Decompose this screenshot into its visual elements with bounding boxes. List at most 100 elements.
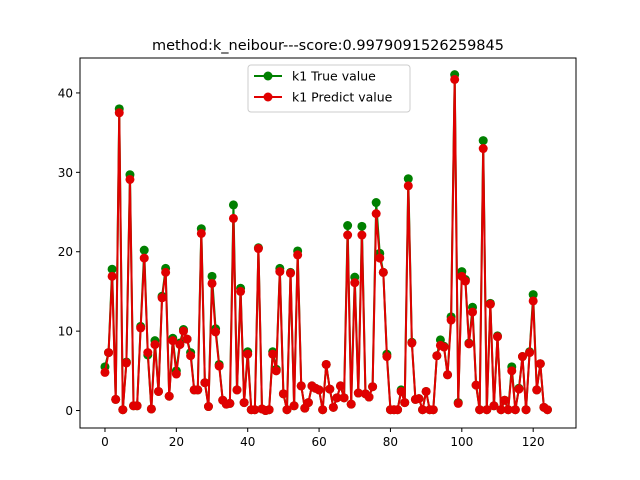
- data-point: [496, 405, 506, 415]
- data-point: [343, 221, 353, 231]
- x-axis: 0 20 40 60 80 100 120: [101, 428, 545, 449]
- data-point: [482, 405, 492, 415]
- data-point: [375, 253, 385, 263]
- data-point: [353, 388, 363, 398]
- plot-area: [100, 70, 552, 416]
- data-point: [239, 398, 249, 408]
- data-point: [104, 348, 114, 358]
- data-point: [275, 267, 285, 277]
- data-point: [528, 290, 538, 300]
- data-point: [403, 181, 413, 191]
- data-point: [542, 405, 552, 415]
- axes-frame: [79, 57, 577, 429]
- data-point: [378, 267, 388, 277]
- data-point: [314, 385, 324, 395]
- data-point: [514, 384, 524, 394]
- data-point: [175, 340, 185, 350]
- data-point: [278, 389, 288, 399]
- data-point: [446, 315, 456, 325]
- data-point: [532, 385, 542, 395]
- data-point: [232, 385, 242, 395]
- data-point: [107, 264, 117, 274]
- data-point: [303, 398, 313, 408]
- data-point: [139, 253, 149, 263]
- data-point: [460, 276, 470, 286]
- x-tick-label: 60: [311, 435, 326, 449]
- data-point: [182, 334, 192, 344]
- y-tick-label: 10: [58, 325, 73, 339]
- legend-marker-predict: [263, 92, 273, 102]
- data-point: [400, 398, 410, 408]
- data-point: [475, 405, 485, 415]
- data-point: [161, 267, 171, 277]
- data-point: [207, 271, 217, 281]
- data-point: [157, 293, 167, 303]
- data-point: [168, 336, 178, 346]
- data-point: [193, 385, 203, 395]
- data-point: [171, 369, 181, 379]
- data-point: [271, 366, 281, 376]
- data-point: [107, 271, 117, 281]
- y-tick-label: 20: [58, 245, 73, 259]
- data-point: [443, 370, 453, 380]
- data-point: [493, 332, 502, 342]
- data-point: [357, 221, 367, 231]
- data-point: [407, 338, 417, 348]
- legend-box: [247, 64, 411, 113]
- data-point: [364, 392, 374, 402]
- x-tick-label: 20: [169, 435, 184, 449]
- data-point: [517, 352, 527, 362]
- data-point: [186, 351, 196, 361]
- data-point: [164, 391, 174, 401]
- data-point: [236, 286, 246, 296]
- data-point: [207, 278, 217, 288]
- x-tick-label: 0: [101, 435, 109, 449]
- data-point: [339, 393, 349, 403]
- data-point: [111, 394, 121, 404]
- data-point: [525, 348, 535, 358]
- data-point: [243, 349, 253, 359]
- data-point: [343, 230, 353, 240]
- data-point: [296, 381, 306, 391]
- data-point: [203, 402, 213, 412]
- y-tick-label: 30: [58, 166, 73, 180]
- chart-title: method:k_neibour---score:0.9979091526259…: [152, 38, 504, 54]
- data-point: [468, 307, 478, 317]
- data-point: [225, 398, 235, 408]
- data-point: [125, 174, 135, 184]
- data-point: [439, 342, 449, 352]
- y-axis: 0 10 20 30 40: [58, 86, 80, 418]
- data-point: [289, 401, 299, 411]
- data-point: [325, 384, 335, 394]
- data-point: [268, 349, 278, 359]
- data-point: [150, 340, 160, 350]
- data-point: [371, 198, 381, 208]
- data-point: [228, 200, 238, 210]
- y-tick-label: 0: [65, 404, 73, 418]
- data-point: [500, 395, 510, 405]
- data-point: [368, 382, 378, 392]
- data-point: [253, 244, 263, 254]
- data-point: [114, 108, 124, 118]
- data-point: [136, 323, 146, 333]
- data-point: [357, 230, 367, 240]
- data-point: [535, 359, 545, 369]
- data-point: [450, 74, 460, 84]
- data-point: [393, 405, 403, 415]
- y-tick-label: 40: [58, 86, 73, 100]
- data-point: [471, 380, 481, 390]
- data-point: [507, 366, 517, 376]
- data-point: [503, 405, 513, 415]
- data-point: [382, 352, 392, 362]
- data-point: [143, 348, 153, 358]
- x-tick-label: 80: [383, 435, 398, 449]
- legend-label-predict: k1 Predict value: [292, 90, 393, 105]
- data-point: [282, 405, 292, 415]
- data-point: [139, 245, 149, 255]
- legend-marker-true: [263, 71, 273, 81]
- legend-label-true: k1 True value: [292, 69, 376, 84]
- data-point: [350, 278, 360, 288]
- data-point: [121, 358, 131, 368]
- data-point: [214, 361, 224, 371]
